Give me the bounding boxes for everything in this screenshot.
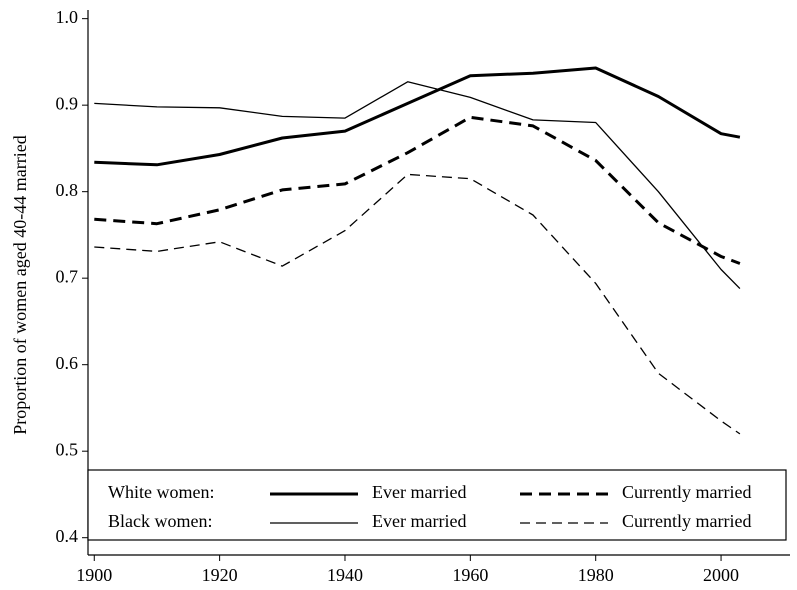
data-line bbox=[94, 81, 741, 290]
y-tick-label: 1.0 bbox=[56, 7, 79, 27]
x-tick-label: 1920 bbox=[202, 565, 238, 585]
y-tick-label: 0.6 bbox=[56, 353, 79, 373]
y-tick-label: 0.5 bbox=[56, 439, 79, 459]
data-line bbox=[94, 66, 741, 167]
y-tick-label: 0.7 bbox=[56, 266, 79, 286]
y-tick-label: 0.9 bbox=[56, 93, 79, 113]
x-tick-label: 2000 bbox=[703, 565, 739, 585]
legend-label: Ever married bbox=[372, 482, 466, 502]
legend-label: Currently married bbox=[622, 511, 751, 531]
data-line bbox=[94, 115, 741, 265]
y-tick-label: 0.4 bbox=[56, 526, 79, 546]
legend-label: Currently married bbox=[622, 482, 751, 502]
x-tick-label: 1900 bbox=[76, 565, 112, 585]
x-tick-label: 1940 bbox=[327, 565, 363, 585]
legend-group-label: White women: bbox=[108, 482, 214, 502]
legend-box bbox=[87, 469, 787, 541]
legend-group-label: Black women: bbox=[108, 511, 212, 531]
x-tick-label: 1960 bbox=[452, 565, 488, 585]
y-axis-label: Proportion of women aged 40-44 married bbox=[10, 135, 30, 434]
x-tick-label: 1980 bbox=[578, 565, 614, 585]
y-tick-label: 0.8 bbox=[56, 180, 79, 200]
data-line bbox=[94, 173, 741, 435]
legend-label: Ever married bbox=[372, 511, 466, 531]
